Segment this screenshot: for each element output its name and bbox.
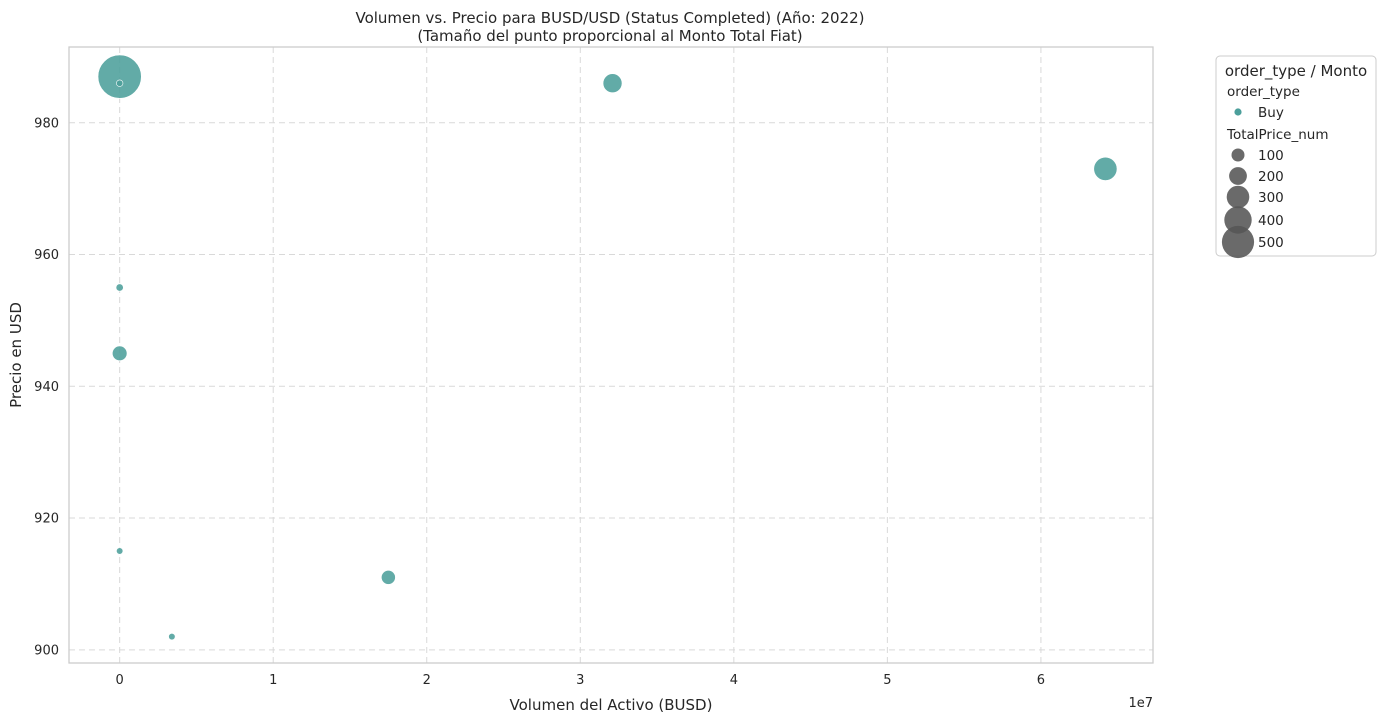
legend-size-marker xyxy=(1226,185,1250,209)
legend-size-label: 400 xyxy=(1258,213,1284,229)
legend-size-label: 300 xyxy=(1258,190,1284,206)
x-tick-labels: 0 1 2 3 4 5 6 xyxy=(116,673,1046,688)
legend-size-marker xyxy=(1224,206,1252,234)
grid-lines xyxy=(69,47,1153,663)
x-tick-label: 5 xyxy=(883,673,891,688)
y-tick-label: 920 xyxy=(34,512,59,527)
legend-size-marker xyxy=(1221,225,1255,259)
legend-size-label: 500 xyxy=(1258,235,1284,251)
x-axis-offset-label: 1e7 xyxy=(1128,696,1153,711)
data-point xyxy=(602,73,623,94)
legend-hue-marker xyxy=(1234,108,1242,116)
y-tick-label: 980 xyxy=(34,116,59,131)
plot-frame xyxy=(68,46,1154,664)
legend-frame xyxy=(1215,55,1377,257)
y-tick-labels: 900 920 940 960 980 xyxy=(34,116,59,658)
data-point xyxy=(381,570,396,585)
data-point xyxy=(112,345,128,362)
legend-hue-title: order_type xyxy=(1227,84,1300,100)
data-point xyxy=(116,79,124,87)
y-tick-label: 940 xyxy=(34,380,59,395)
legend: order_type / Monto order_type TotalPrice… xyxy=(1215,55,1377,259)
x-tick-label: 1 xyxy=(269,673,277,688)
y-tick-label: 960 xyxy=(34,248,59,263)
data-point xyxy=(168,633,176,641)
chart-title: Volumen vs. Precio para BUSD/USD (Status… xyxy=(355,9,864,27)
chart-subtitle: (Tamaño del punto proporcional al Monto … xyxy=(417,27,802,45)
x-tick-label: 0 xyxy=(116,673,124,688)
legend-size-label: 100 xyxy=(1258,148,1284,164)
legend-hue-label: Buy xyxy=(1258,105,1284,121)
data-point xyxy=(116,547,124,555)
x-axis-label: Volumen del Activo (BUSD) xyxy=(510,696,713,714)
data-point xyxy=(115,283,124,292)
x-tick-label: 6 xyxy=(1037,673,1045,688)
data-point xyxy=(97,54,142,99)
x-tick-label: 4 xyxy=(730,673,738,688)
y-tick-label: 900 xyxy=(34,643,59,658)
legend-size-title: TotalPrice_num xyxy=(1226,127,1328,143)
x-tick-label: 3 xyxy=(576,673,584,688)
data-point xyxy=(1093,156,1118,181)
data-points xyxy=(97,54,1118,641)
legend-title: order_type / Monto xyxy=(1225,62,1367,81)
x-tick-label: 2 xyxy=(423,673,431,688)
legend-size-marker xyxy=(1231,148,1245,162)
legend-size-label: 200 xyxy=(1258,169,1284,185)
legend-size-marker xyxy=(1229,167,1247,185)
y-axis-label: Precio en USD xyxy=(7,302,25,408)
